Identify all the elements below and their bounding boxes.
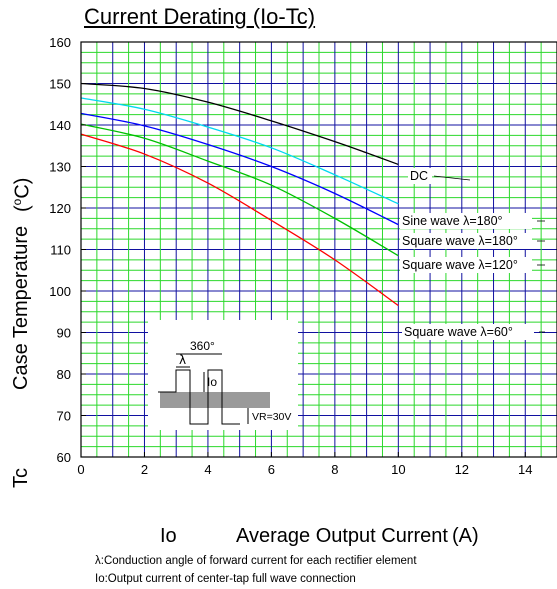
series-label-bg	[400, 257, 532, 273]
x-tick-label: 6	[268, 462, 275, 477]
y-tick-label: 90	[57, 326, 71, 341]
y-axis-label: Case Temperature	[10, 225, 32, 390]
square-waveform	[158, 369, 240, 425]
tick-labels: 0 2 4 6 8 10 12 14 60 70 80 90 100 110 120 130 140 150 160	[49, 35, 532, 477]
x-tick-label: 12	[455, 462, 469, 477]
series-label-bg	[400, 213, 532, 229]
x-tick-label: 14	[518, 462, 532, 477]
inset-lambda-label: λ	[179, 353, 186, 367]
series-label-2: Square wave λ=180°	[402, 234, 518, 248]
x-tick-label: 10	[391, 462, 405, 477]
series-label-bg	[402, 324, 534, 340]
y-tick-label: 120	[49, 201, 71, 216]
y-tick-label: 140	[49, 118, 71, 133]
y-axis-unit: (oC)	[10, 177, 34, 212]
x-tick-label: 4	[204, 462, 211, 477]
y-tick-label: 150	[49, 77, 71, 92]
inset-background	[148, 320, 298, 430]
x-axis-unit: (A)	[452, 525, 479, 547]
series-line-0	[80, 82, 399, 166]
series-label-leader	[433, 175, 471, 181]
note-io: Io:Output current of center-tap full wav…	[95, 573, 356, 585]
inset-current-label: Io	[207, 375, 217, 389]
series-labels: DC Sine wave λ=180° Square wave λ=180° Squa…	[400, 168, 545, 340]
series-label-1: Sine wave λ=180°	[402, 214, 503, 228]
series-label-0: DC	[410, 169, 428, 183]
x-tick-label: 8	[331, 462, 338, 477]
series-label-bg	[400, 233, 532, 249]
x-axis-label: Average Output Current	[236, 525, 448, 547]
x-axis-symbol: Io	[160, 525, 177, 547]
y-tick-label: 100	[49, 284, 71, 299]
series-label-4: Square wave λ=60°	[404, 325, 513, 339]
plot-frame	[80, 41, 557, 458]
series-label-bg	[408, 168, 432, 184]
y-tick-label: 60	[57, 450, 71, 465]
waveform-inset: 360° λ Io VR=30V	[148, 320, 298, 430]
y-tick-label: 130	[49, 160, 71, 175]
series-line-2	[80, 112, 399, 226]
chart-title: Current Derating (Io-Tc)	[84, 4, 316, 29]
y-axis-symbol: Tc	[10, 468, 32, 488]
series-lines	[80, 82, 399, 307]
y-tick-label: 80	[57, 367, 71, 382]
x-tick-label: 0	[77, 462, 84, 477]
y-tick-label: 70	[57, 409, 71, 424]
inset-voltage-label: VR=30V	[252, 411, 291, 423]
series-line-3	[80, 123, 399, 257]
y-tick-label: 110	[50, 243, 71, 258]
x-tick-label: 2	[141, 462, 148, 477]
y-tick-label: 160	[49, 35, 71, 50]
series-line-4	[80, 133, 399, 307]
inset-angle-label: 360°	[190, 339, 215, 353]
series-line-1	[80, 97, 399, 205]
note-lambda: λ:Conduction angle of forward current fo…	[95, 555, 417, 567]
series-label-3: Square wave λ=120°	[402, 258, 518, 272]
reverse-voltage-band	[160, 392, 270, 408]
